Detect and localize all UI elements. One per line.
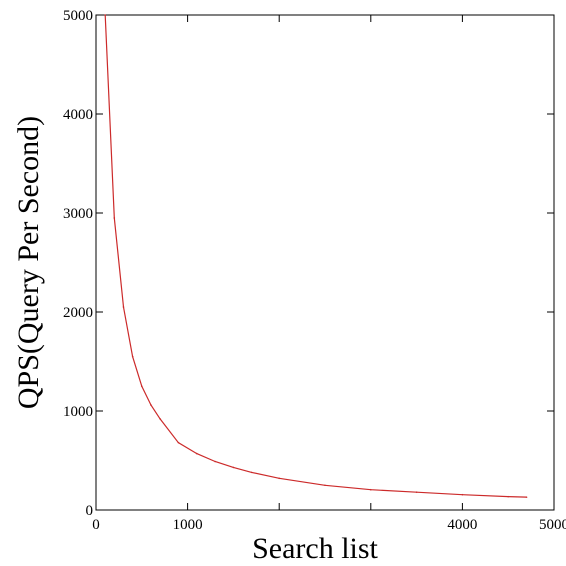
- plot-frame: [95, 14, 555, 511]
- data-point: [141, 385, 143, 388]
- y-tick-label: 4000: [63, 107, 93, 123]
- y-tick-label: 0: [86, 503, 94, 519]
- x-tick-label: 4000: [447, 517, 477, 533]
- data-point: [131, 355, 134, 358]
- data-point: [415, 491, 418, 493]
- x-tick-label: 1000: [173, 517, 203, 533]
- data-point: [278, 477, 281, 480]
- y-tick-label: 3000: [63, 206, 93, 222]
- data-point: [159, 418, 161, 420]
- y-axis-title: QPS(Query Per Second): [12, 116, 45, 409]
- y-tick-label: 1000: [63, 404, 93, 420]
- data-point: [250, 471, 253, 474]
- data-point: [214, 460, 216, 463]
- data-point: [370, 488, 372, 491]
- x-axis-title: Search list: [252, 532, 378, 565]
- y-tick-label: 5000: [63, 8, 93, 24]
- data-point: [177, 441, 180, 444]
- data-point: [122, 306, 125, 308]
- data-point: [104, 14, 106, 16]
- y-tick-label: 2000: [63, 305, 93, 321]
- x-tick-label: 0: [92, 517, 100, 533]
- series-line: [104, 14, 527, 498]
- data-point: [507, 495, 510, 498]
- data-point: [461, 493, 464, 496]
- plot-area: 0 1000 4000 5000 0 1000 2000 3000 4000 5000: [63, 8, 566, 533]
- data-point: [113, 217, 116, 219]
- data-point: [150, 404, 152, 406]
- data-point: [195, 452, 198, 455]
- x-tick-label: 5000: [539, 517, 566, 533]
- data-point: [324, 484, 326, 487]
- data-point: [525, 496, 528, 498]
- data-point: [232, 466, 235, 469]
